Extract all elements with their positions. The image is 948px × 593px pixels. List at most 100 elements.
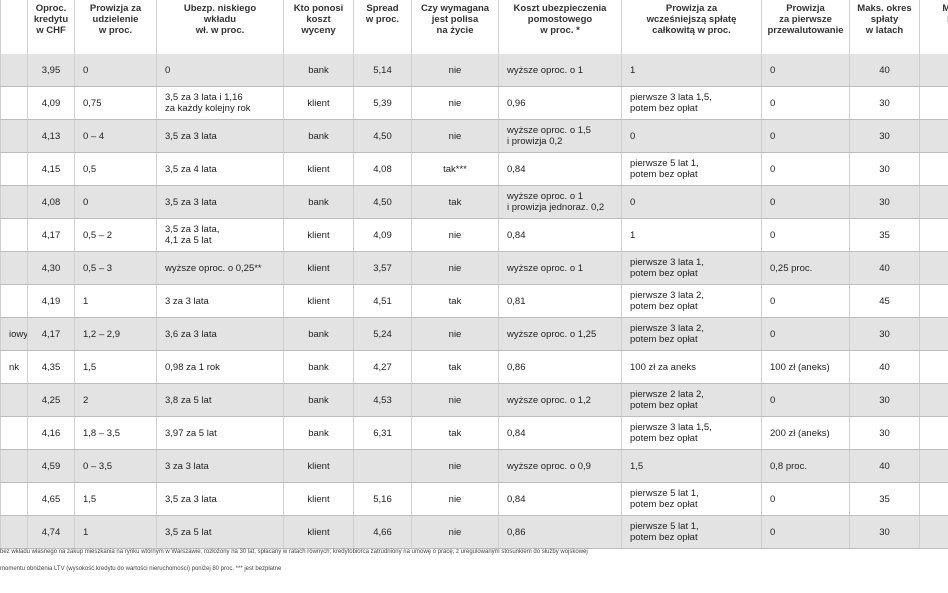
table-cell: pierwsze 3 lata 1,5, potem bez opłat xyxy=(621,86,762,120)
table-cell xyxy=(919,86,948,120)
table-cell: 0 xyxy=(761,317,850,351)
table-cell: iowy xyxy=(0,317,28,351)
table-cell: 100 zł (aneks) xyxy=(761,350,850,384)
table-cell: 0,25 proc. xyxy=(761,251,850,285)
table-cell: 4,35 xyxy=(27,350,75,384)
table-cell: 40 xyxy=(849,350,920,384)
table-cell: 1,5 xyxy=(74,350,157,384)
table-cell: 3,5 za 3 lata, 4,1 za 5 lat xyxy=(156,218,284,252)
table-cell xyxy=(919,416,948,450)
table-cell xyxy=(919,251,948,285)
table-cell: 45 xyxy=(849,284,920,318)
table-cell: nie xyxy=(411,218,499,252)
table-cell: nie xyxy=(411,54,499,87)
table-row: 4,16 1,8 – 3,5 3,97 za 5 lat bank 6,31 tak 0,8… xyxy=(0,416,948,450)
table-cell: klient xyxy=(283,251,354,285)
table-cell: 3,8 za 5 lat xyxy=(156,383,284,417)
table-cell: bank xyxy=(283,54,354,87)
table-row: 4,08 0 3,5 za 3 lata bank 4,50 tak wyższe opro… xyxy=(0,185,948,219)
table-cell: 2 xyxy=(74,383,157,417)
table-cell: tak xyxy=(411,185,499,219)
table-cell xyxy=(919,119,948,153)
table-cell: 0,5 – 2 xyxy=(74,218,157,252)
table-cell: 1,5 xyxy=(74,482,157,516)
table-cell: 0,75 xyxy=(74,86,157,120)
table-row: 4,25 2 3,8 za 5 lat bank 4,53 nie wyższe oproc… xyxy=(0,383,948,417)
table-cell: 4,13 xyxy=(27,119,75,153)
footnote: momentu obniżenia LTV (wysokość kredytu … xyxy=(0,566,282,572)
table-cell xyxy=(0,86,28,120)
table-cell: wyższe oproc. o 0,9 xyxy=(498,449,622,483)
table-cell: 4,59 xyxy=(27,449,75,483)
table-cell: 5,24 xyxy=(353,317,412,351)
table-cell: 0,84 xyxy=(498,482,622,516)
table-cell: 4,15 xyxy=(27,152,75,186)
table-cell: nie xyxy=(411,317,499,351)
table-cell: klient xyxy=(283,86,354,120)
table-cell: 30 xyxy=(849,119,920,153)
table-cell: 0 xyxy=(761,383,850,417)
table-cell: 4,74 xyxy=(27,515,75,549)
table-cell: 35 xyxy=(849,482,920,516)
table-cell: pierwsze 3 lata 1,5, potem bez opłat xyxy=(621,416,762,450)
column-header: Kto ponosi koszt wyceny xyxy=(283,0,354,54)
table-row: 4,09 0,75 3,5 za 3 lata i 1,16 za każdy ko… xyxy=(0,86,948,120)
table-cell: 0 xyxy=(761,119,850,153)
table-cell: 1,8 – 3,5 xyxy=(74,416,157,450)
table-cell: 4,09 xyxy=(27,86,75,120)
table-cell: 3,95 xyxy=(27,54,75,87)
table-cell: bank xyxy=(283,416,354,450)
comparison-table: Oproc. kredytu w CHF Prowizja za udzielen… xyxy=(0,0,948,549)
table-cell: 4,50 xyxy=(353,119,412,153)
table-cell: klient xyxy=(283,152,354,186)
table-cell xyxy=(919,185,948,219)
table-row: 4,19 1 3 za 3 lata klient 4,51 tak 0,81 pierwsz… xyxy=(0,284,948,318)
table-cell: 0 xyxy=(761,86,850,120)
table-cell: wyższe oproc. o 1,2 xyxy=(498,383,622,417)
table-cell: bank xyxy=(283,383,354,417)
table-cell xyxy=(919,482,948,516)
table-cell: 5,16 xyxy=(353,482,412,516)
table-cell: klient xyxy=(283,482,354,516)
table-cell: 40 xyxy=(849,54,920,87)
table-cell: wyższe oproc. o 1,5 i prowizja 0,2 xyxy=(498,119,622,153)
table-cell: 4,16 xyxy=(27,416,75,450)
table-cell: 0 – 3,5 xyxy=(74,449,157,483)
table-cell: 3,5 za 4 lata xyxy=(156,152,284,186)
table-cell: wyższe oproc. o 1 xyxy=(498,251,622,285)
table-cell xyxy=(919,317,948,351)
table-cell: 1 xyxy=(74,515,157,549)
table-cell: 4,66 xyxy=(353,515,412,549)
table-body: 3,95 0 0 bank 5,14 nie wyższe oproc. o 1 1 0 40 4,… xyxy=(0,54,948,549)
table-cell xyxy=(0,482,28,516)
table-cell: nie xyxy=(411,449,499,483)
table-cell: 4,25 xyxy=(27,383,75,417)
table-cell: 40 xyxy=(849,251,920,285)
table-row: 4,15 0,5 3,5 za 4 lata klient 4,08 tak*** 0,84… xyxy=(0,152,948,186)
table-cell: klient xyxy=(283,218,354,252)
table-cell: pierwsze 3 lata 1, potem bez opłat xyxy=(621,251,762,285)
table-cell: 3,6 za 3 lata xyxy=(156,317,284,351)
table-row: 4,17 0,5 – 2 3,5 za 3 lata, 4,1 za 5 lat kl… xyxy=(0,218,948,252)
table-cell: 3,5 za 3 lata xyxy=(156,119,284,153)
table-cell: 3,5 za 5 lat xyxy=(156,515,284,549)
table-cell: 0,5 xyxy=(74,152,157,186)
table-cell: klient xyxy=(283,449,354,483)
table-cell: 0,86 xyxy=(498,350,622,384)
table-cell xyxy=(0,185,28,219)
table-cell: 30 xyxy=(849,515,920,549)
table-row: 3,95 0 0 bank 5,14 nie wyższe oproc. o 1 1 0 40 xyxy=(0,54,948,87)
table-cell: 0 xyxy=(761,284,850,318)
table-cell xyxy=(919,218,948,252)
table-cell: 0 xyxy=(761,152,850,186)
table-cell: 4,51 xyxy=(353,284,412,318)
table-cell: 0 – 4 xyxy=(74,119,157,153)
table-cell: 1,2 – 2,9 xyxy=(74,317,157,351)
table-cell: 0,96 xyxy=(498,86,622,120)
table-cell: pierwsze 3 lata 2, potem bez opłat xyxy=(621,317,762,351)
table-cell: nk xyxy=(0,350,28,384)
table-cell xyxy=(0,515,28,549)
table-cell xyxy=(919,284,948,318)
table-cell xyxy=(0,284,28,318)
table-cell xyxy=(0,218,28,252)
